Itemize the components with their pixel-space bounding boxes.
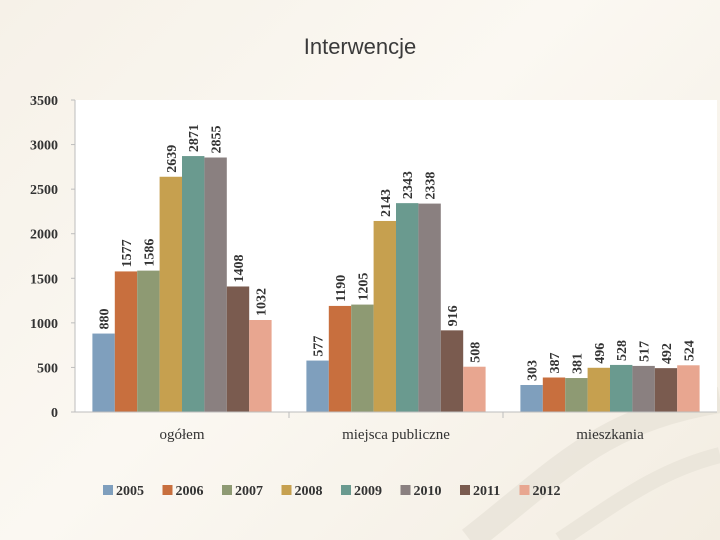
data-label: 1205 (356, 273, 371, 301)
data-label: 2338 (424, 172, 439, 200)
data-label: 1586 (142, 239, 157, 267)
bar (520, 384, 543, 412)
legend-swatch (519, 485, 530, 495)
x-tick-label: mieszkania (576, 427, 644, 443)
legend-swatch (281, 485, 292, 495)
data-label: 508 (468, 342, 483, 363)
bar (632, 365, 655, 412)
bar (677, 365, 700, 412)
data-label: 387 (548, 353, 563, 374)
data-label: 381 (570, 353, 585, 374)
legend-label: 2012 (533, 484, 561, 499)
bar (542, 377, 566, 412)
y-tick-label: 3500 (30, 94, 58, 109)
bar (396, 203, 419, 412)
bar (565, 378, 588, 412)
y-tick-label: 1000 (30, 317, 58, 332)
legend-label: 2009 (354, 484, 382, 499)
legend-label: 2011 (473, 484, 500, 499)
data-label: 880 (98, 309, 113, 330)
legend-swatch (341, 485, 351, 495)
data-label: 1408 (232, 254, 247, 282)
bar (249, 320, 272, 412)
bar (159, 176, 182, 412)
bar (306, 360, 329, 412)
data-label: 2639 (165, 145, 180, 173)
legend-swatch (400, 485, 411, 495)
bar (114, 271, 138, 412)
bar (418, 203, 441, 412)
x-tick-label: ogółem (160, 427, 205, 443)
y-tick-label: 0 (51, 406, 58, 421)
bar (440, 330, 464, 412)
bar (182, 156, 205, 412)
y-tick-label: 2000 (30, 228, 58, 243)
legend-label: 2008 (295, 484, 323, 499)
legend-label: 2005 (116, 484, 144, 499)
y-tick-label: 500 (37, 361, 58, 376)
data-label: 524 (682, 340, 697, 361)
data-label: 1032 (254, 288, 269, 316)
data-label: 577 (312, 336, 327, 357)
bar (204, 157, 227, 412)
y-tick-label: 1500 (30, 272, 58, 287)
x-tick-label: miejsca publiczne (342, 427, 450, 443)
slide-title: Interwencje (303, 34, 417, 59)
legend-swatch (460, 485, 470, 495)
data-label: 496 (593, 343, 608, 364)
data-label: 2143 (379, 189, 394, 217)
bar (351, 304, 374, 412)
y-tick-label: 3000 (30, 139, 58, 154)
data-label: 1190 (334, 275, 349, 302)
bar (137, 270, 160, 412)
data-label: 492 (660, 343, 675, 364)
bar (610, 364, 633, 412)
bar (226, 286, 250, 412)
bar (654, 368, 678, 412)
legend-swatch (162, 485, 173, 495)
legend-swatch (103, 485, 113, 495)
data-label: 303 (526, 360, 541, 381)
legend-label: 2007 (235, 484, 263, 499)
background-swoosh (555, 447, 720, 540)
bar (587, 367, 610, 412)
legend-label: 2006 (176, 484, 204, 499)
data-label: 528 (615, 340, 630, 361)
bar (463, 366, 486, 412)
data-label: 2855 (210, 125, 225, 153)
data-label: 517 (638, 341, 653, 362)
data-label: 2343 (401, 171, 416, 199)
data-label: 1577 (120, 239, 135, 267)
bar (373, 220, 396, 412)
legend-label: 2010 (414, 484, 442, 499)
data-label: 2871 (187, 124, 202, 152)
legend-swatch (222, 485, 232, 495)
y-tick-label: 2500 (30, 183, 58, 198)
data-label: 916 (446, 305, 461, 326)
bar (328, 305, 352, 412)
bar (92, 333, 115, 412)
